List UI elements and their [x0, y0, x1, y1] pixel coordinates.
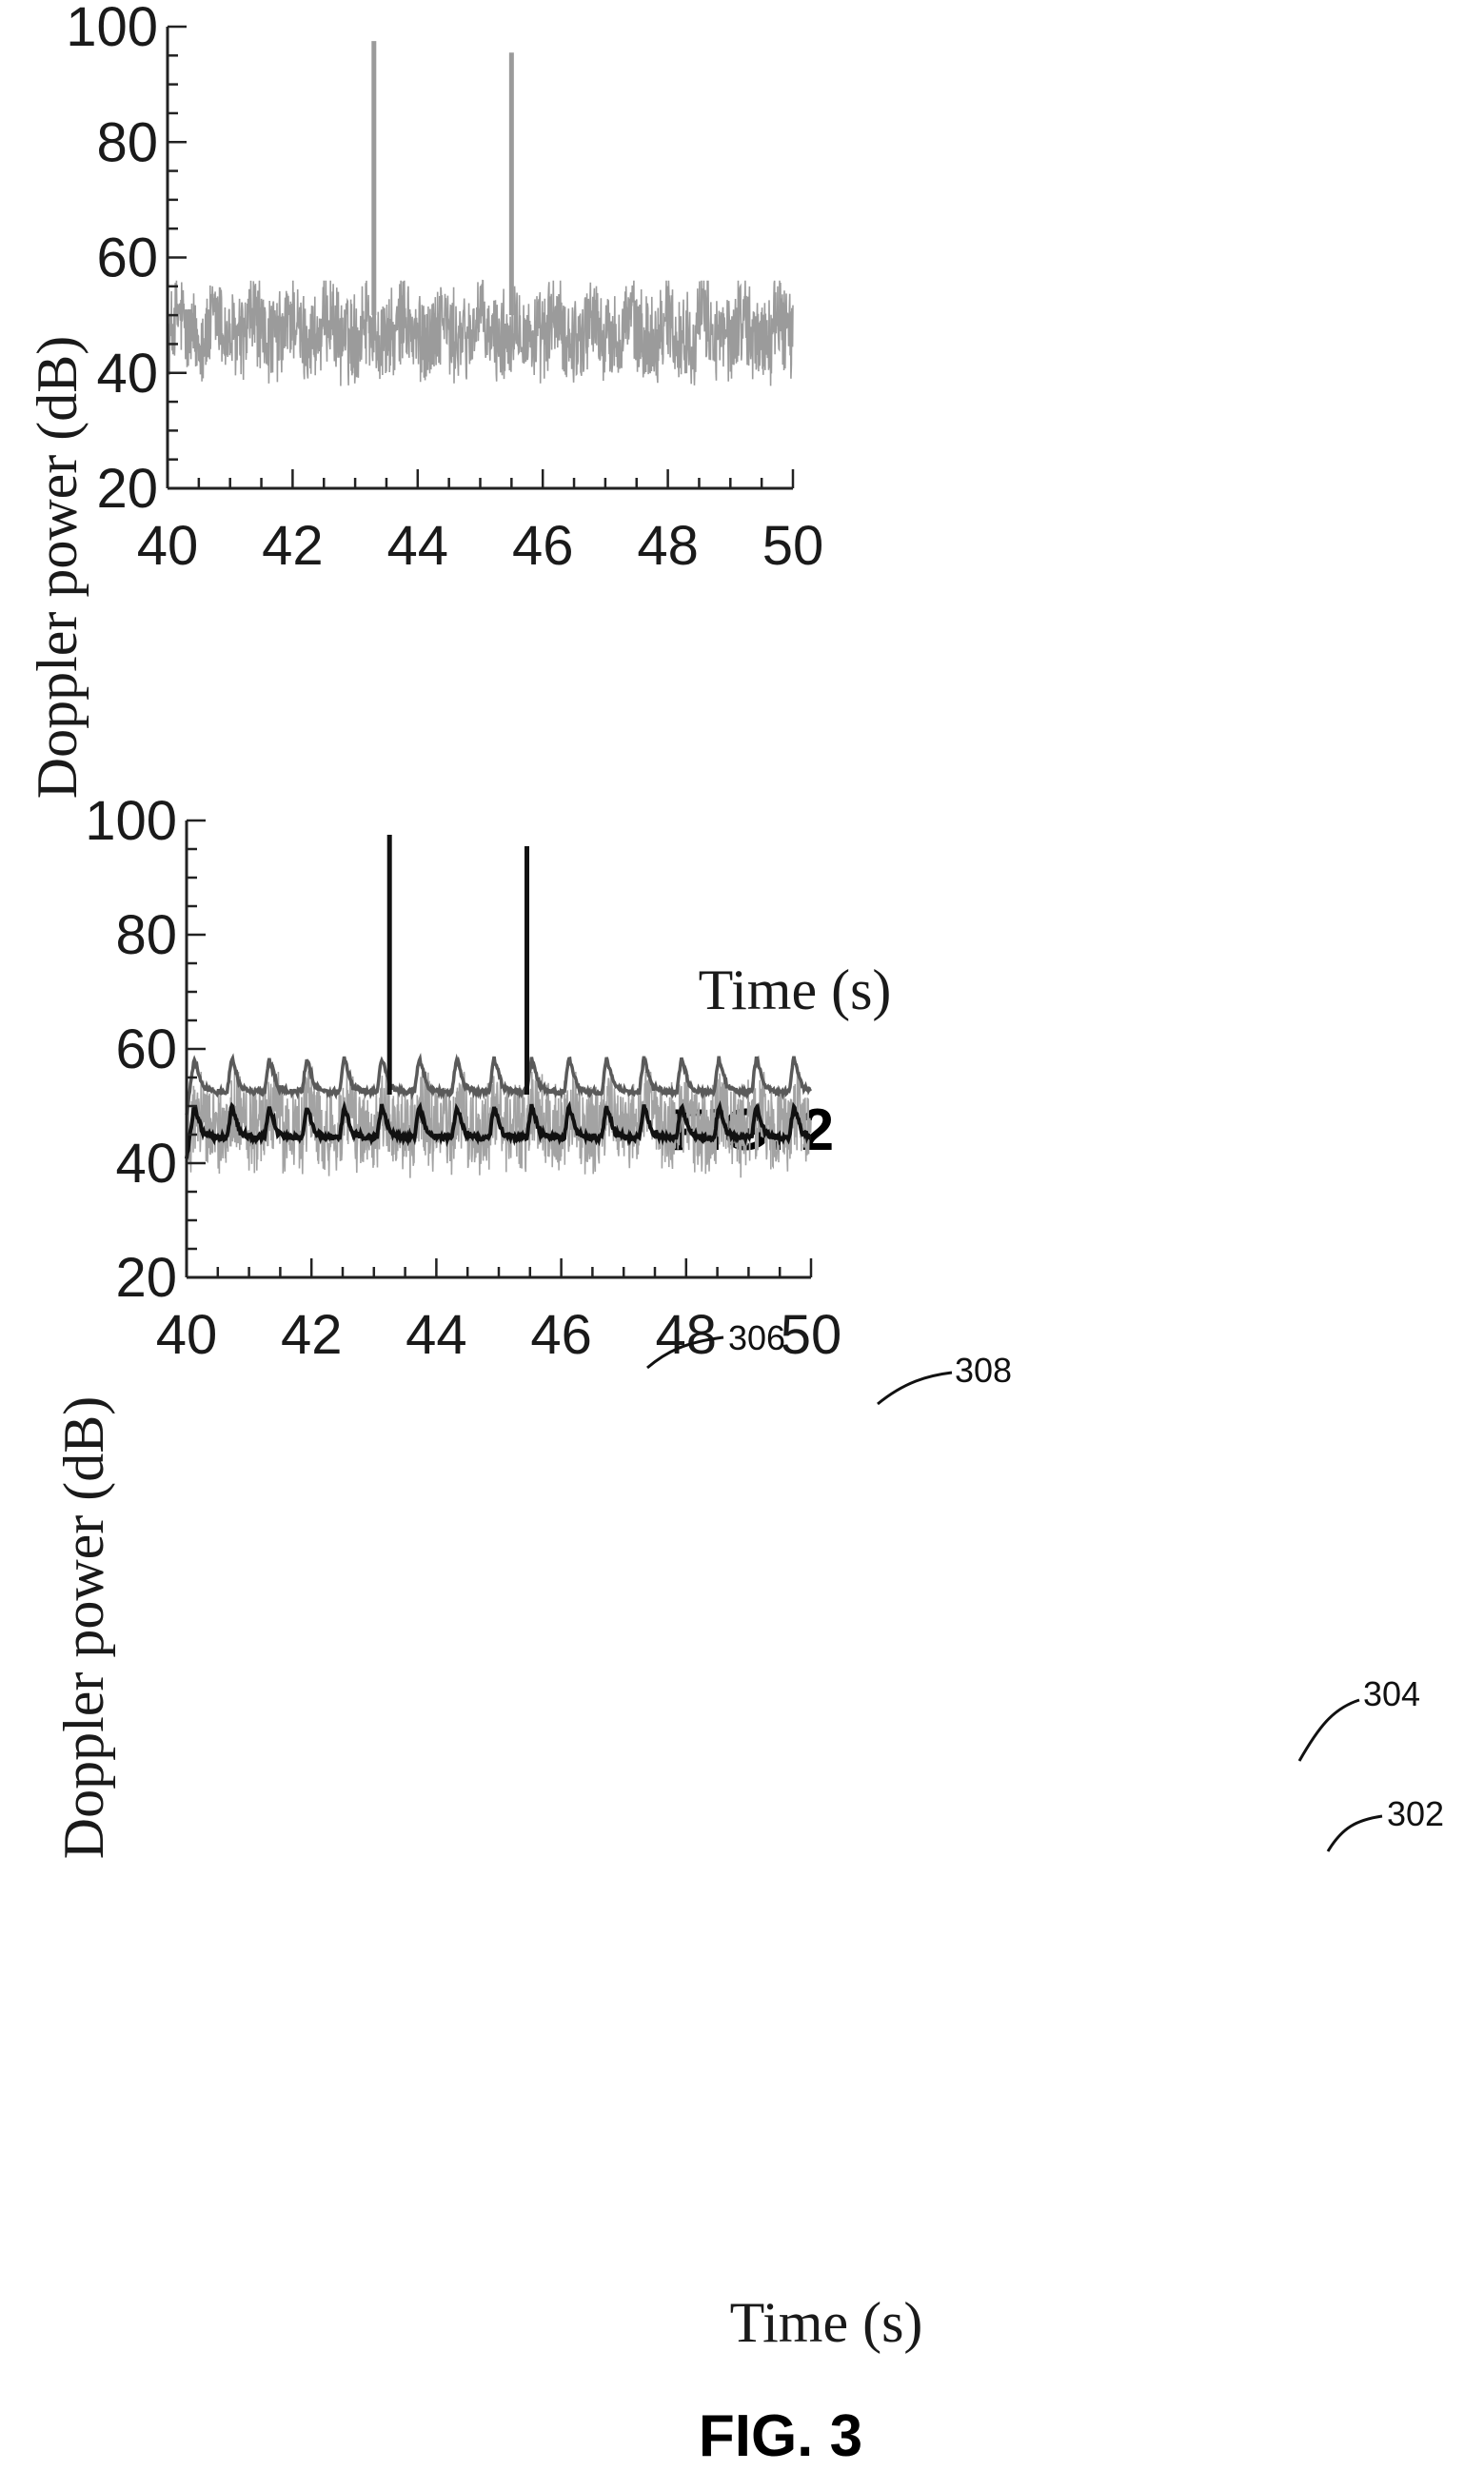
- y-tick-label: 20: [96, 458, 158, 520]
- fig3-envelope-series: [185, 835, 813, 1159]
- fig2-x-tick-labels: 40 42 44 46 48 50: [137, 515, 824, 577]
- x-tick-label: 42: [262, 515, 324, 577]
- y-tick-label: 60: [96, 227, 158, 289]
- callout-302-leader: [1326, 1814, 1383, 1852]
- callout-308-label: 308: [955, 1351, 1012, 1390]
- y-tick-label: 80: [96, 111, 158, 173]
- fig3-y-axis-label: Doppler power (dB): [52, 1396, 115, 1860]
- y-tick-label: 60: [115, 1018, 177, 1080]
- fig3-x-tick-labels: 40 42 44 46 48 50: [156, 1304, 842, 1366]
- callout-306-label: 306: [728, 1318, 785, 1357]
- callout-304-label: 304: [1363, 1674, 1420, 1713]
- fig2-y-axis-label: Doppler power (dB): [26, 336, 89, 800]
- x-tick-label: 48: [637, 515, 699, 577]
- x-tick-label: 40: [137, 515, 199, 577]
- x-tick-label: 46: [512, 515, 574, 577]
- x-tick-label: 40: [156, 1304, 218, 1366]
- fig2-spikes: [371, 41, 514, 316]
- y-tick-label: 80: [115, 904, 177, 966]
- fig3-x-axis-label: Time (s): [730, 2291, 923, 2354]
- fig3-caption: FIG. 3: [699, 2403, 862, 2469]
- x-tick-label: 42: [281, 1304, 343, 1366]
- fig3-y-tick-labels: 20 40 60 80 100: [85, 790, 177, 1309]
- fig3-axes: [185, 819, 813, 1279]
- y-tick-label: 100: [66, 0, 158, 58]
- noisy-signal-line: [167, 279, 794, 397]
- callout-304-leader: [1297, 1698, 1360, 1762]
- callout-306-leader: [646, 1335, 724, 1370]
- fig2-y-tick-labels: 20 40 60 80 100: [66, 0, 158, 520]
- y-tick-label: 40: [115, 1133, 177, 1195]
- fig2-x-axis-label: Time (s): [699, 959, 892, 1021]
- x-tick-label: 44: [387, 515, 449, 577]
- y-tick-label: 100: [85, 790, 177, 852]
- fig2-noise-series: [167, 279, 794, 397]
- x-tick-label: 50: [762, 515, 824, 577]
- series-304-line: [185, 1053, 813, 1116]
- x-tick-label: 44: [406, 1304, 467, 1366]
- fig2-axes: [166, 25, 795, 490]
- fig3-noise-series: [186, 1071, 812, 1187]
- y-tick-label: 20: [115, 1247, 177, 1309]
- y-tick-label: 40: [96, 343, 158, 405]
- callout-302-label: 302: [1387, 1794, 1444, 1833]
- x-tick-label: 50: [781, 1304, 842, 1366]
- x-tick-label: 46: [530, 1304, 592, 1366]
- series-302-line: [185, 1099, 812, 1159]
- noisy-signal-line: [186, 1071, 812, 1187]
- callout-308-leader: [877, 1371, 953, 1406]
- fig3-callouts: 306 308 304 302: [646, 1318, 1444, 1852]
